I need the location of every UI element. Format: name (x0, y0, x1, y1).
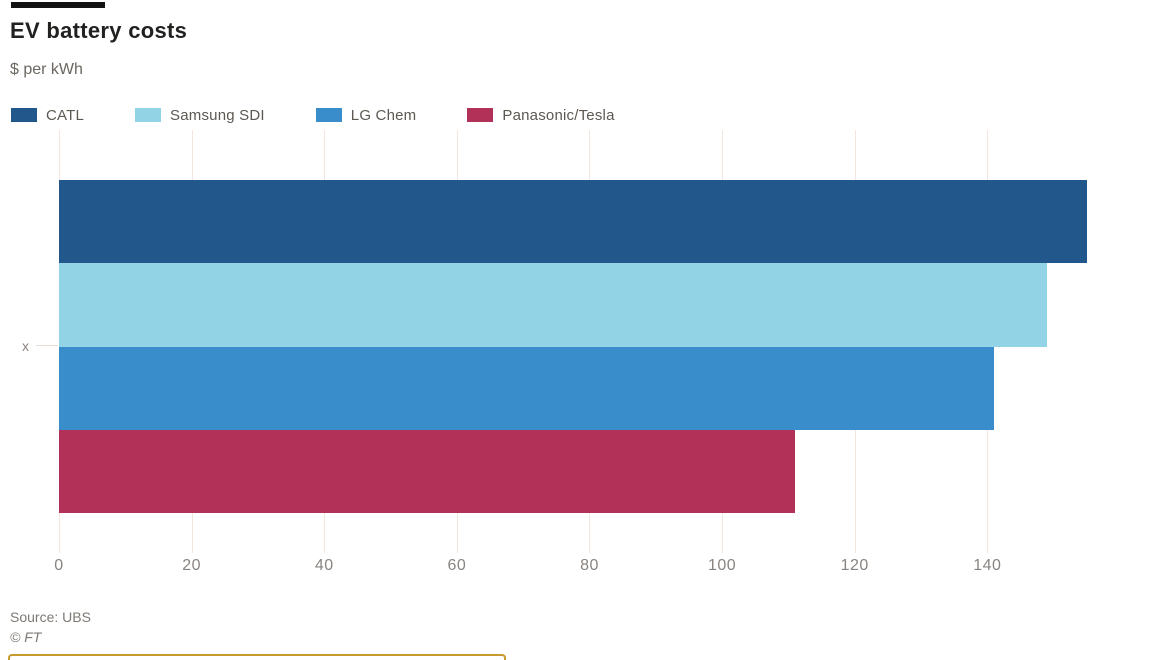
bar-samsung-sdi (59, 263, 1048, 347)
bar-panasonic-tesla (59, 429, 796, 513)
legend-item-panasonic-tesla: Panasonic/Tesla (467, 107, 614, 124)
legend-item-catl: CATL (11, 107, 84, 124)
x-tick-label-40: 40 (314, 557, 334, 574)
legend-item-samsung-sdi: Samsung SDI (135, 107, 265, 124)
x-tick-label-80: 80 (580, 557, 599, 574)
bar-lg-chem (59, 346, 994, 430)
legend: CATL Samsung SDI LG Chem Panasonic/Tesla (11, 105, 615, 125)
legend-label-lg-chem: LG Chem (350, 106, 417, 124)
top-rule (11, 2, 105, 8)
legend-label-catl: CATL (46, 106, 85, 124)
x-tick-label-0: 0 (54, 557, 64, 574)
x-tick-label-100: 100 (707, 557, 737, 574)
legend-swatch-panasonic-tesla (467, 108, 494, 122)
plot-area (59, 130, 1164, 553)
x-tick-label-140: 140 (973, 557, 1002, 574)
x-tick-label-20: 20 (182, 557, 202, 574)
legend-swatch-lg-chem (315, 108, 342, 122)
legend-label-samsung-sdi: Samsung SDI (170, 106, 265, 124)
y-axis-tick-mark (36, 345, 58, 346)
legend-swatch-samsung-sdi (135, 108, 162, 122)
copyright-text: © FT (10, 629, 42, 645)
x-tick-label-60: 60 (447, 557, 467, 574)
x-tick-label-120: 120 (840, 557, 869, 574)
source-text: Source: UBS (10, 609, 91, 625)
chart-title: EV battery costs (10, 18, 188, 43)
chart-subtitle: $ per kWh (10, 61, 83, 78)
legend-label-panasonic-tesla: Panasonic/Tesla (502, 106, 615, 124)
y-axis-tick-label: x (22, 338, 29, 354)
legend-swatch-catl (11, 108, 37, 122)
bar-catl (59, 180, 1087, 264)
highlight-box-edge (8, 654, 506, 660)
legend-item-lg-chem: LG Chem (315, 106, 417, 124)
